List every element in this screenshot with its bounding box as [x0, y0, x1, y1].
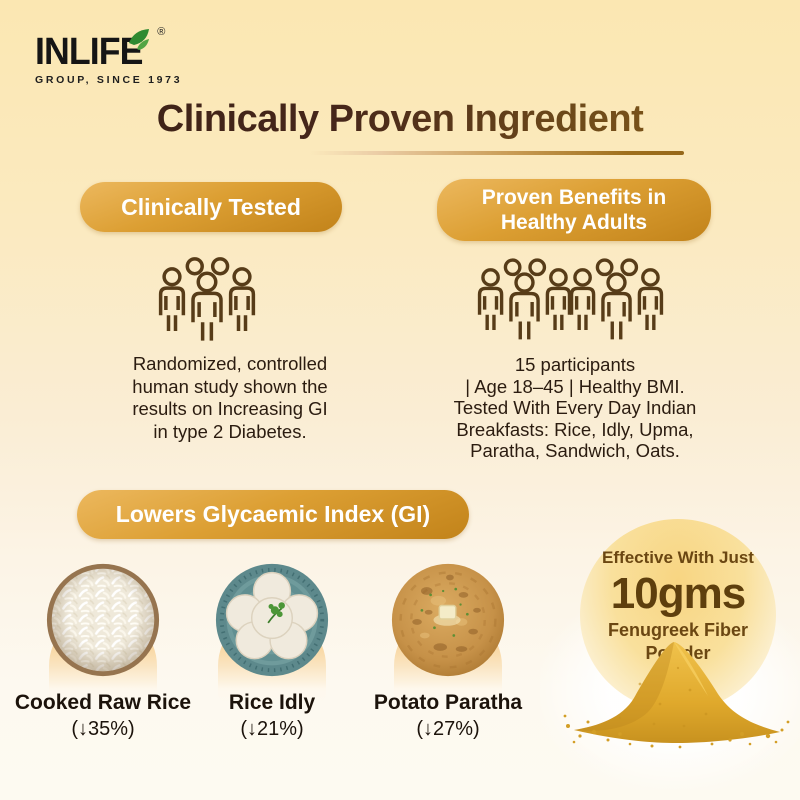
food-gi-reduction: (↓21%) — [240, 718, 304, 740]
parsley-garnish — [267, 607, 283, 624]
brand-tagline: GROUP, SINCE 1973 — [35, 74, 183, 86]
food-gi-reduction: (↓27%) — [416, 718, 480, 740]
badge-lowers-gi-label: Lowers Glycaemic Index (GI) — [115, 501, 431, 527]
description-line: Paratha, Sandwich, Oats. — [470, 440, 680, 461]
page-title: Clinically Proven Ingredient — [0, 98, 800, 141]
food-gi-reduction: (↓35%) — [71, 718, 135, 740]
description-line: | Age 18–45 | Healthy BMI. — [465, 375, 685, 397]
food-name: Rice Idly — [228, 691, 316, 714]
badge-clinically-tested: Clinically Tested — [80, 182, 342, 232]
badge-proven-benefits-line1: Proven Benefits in — [481, 186, 667, 209]
description-line: 15 participants — [514, 354, 636, 375]
badge-proven-benefits-line2: Healthy Adults — [500, 211, 648, 234]
clinically-tested-description: Randomized, controlled human study shown… — [65, 353, 395, 443]
butter-cube — [438, 604, 457, 620]
description-line: in type 2 Diabetes. — [153, 420, 307, 442]
badge-proven-benefits: Proven Benefits in Healthy Adults — [437, 179, 711, 241]
proven-benefits-description: 15 participants | Age 18–45 | Healthy BM… — [415, 354, 735, 462]
description-line: human study shown the — [132, 375, 328, 397]
badge-lowers-gi: Lowers Glycaemic Index (GI) — [77, 490, 469, 539]
food-label-potato-paratha: Potato Paratha (↓27%) — [343, 689, 553, 742]
description-line: Breakfasts: Rice, Idly, Upma, — [456, 418, 694, 440]
description-line: results on Increasing GI — [132, 398, 328, 419]
food-label-cooked-raw-rice: Cooked Raw Rice (↓35%) — [0, 689, 208, 742]
rice-idly-image — [215, 563, 329, 677]
brand-name: INLIFE — [35, 31, 143, 73]
dosage-amount: 10gms — [610, 569, 746, 618]
registered-trademark: ® — [157, 26, 166, 38]
leaf-icon — [129, 29, 150, 50]
title-underline — [310, 151, 684, 155]
fenugreek-powder-image — [563, 642, 790, 749]
people-group-icon — [158, 257, 256, 343]
dosage-intro: Effective With Just — [602, 548, 754, 567]
food-label-rice-idly: Rice Idly (↓21%) — [167, 689, 377, 742]
description-line: Tested With Every Day Indian — [453, 397, 697, 418]
brand-logo-row: INLIFE ® — [35, 26, 165, 73]
people-group-icon — [569, 258, 664, 342]
people-group-icon — [477, 258, 572, 342]
badge-clinically-tested-label: Clinically Tested — [121, 193, 301, 220]
food-name: Potato Paratha — [373, 691, 523, 714]
description-line: Randomized, controlled — [132, 353, 328, 374]
cooked-rice-image — [46, 563, 160, 677]
potato-paratha-image — [391, 563, 505, 677]
brand-logo: INLIFE ® GROUP, SINCE 1973 — [35, 26, 183, 86]
food-name: Cooked Raw Rice — [14, 691, 192, 714]
